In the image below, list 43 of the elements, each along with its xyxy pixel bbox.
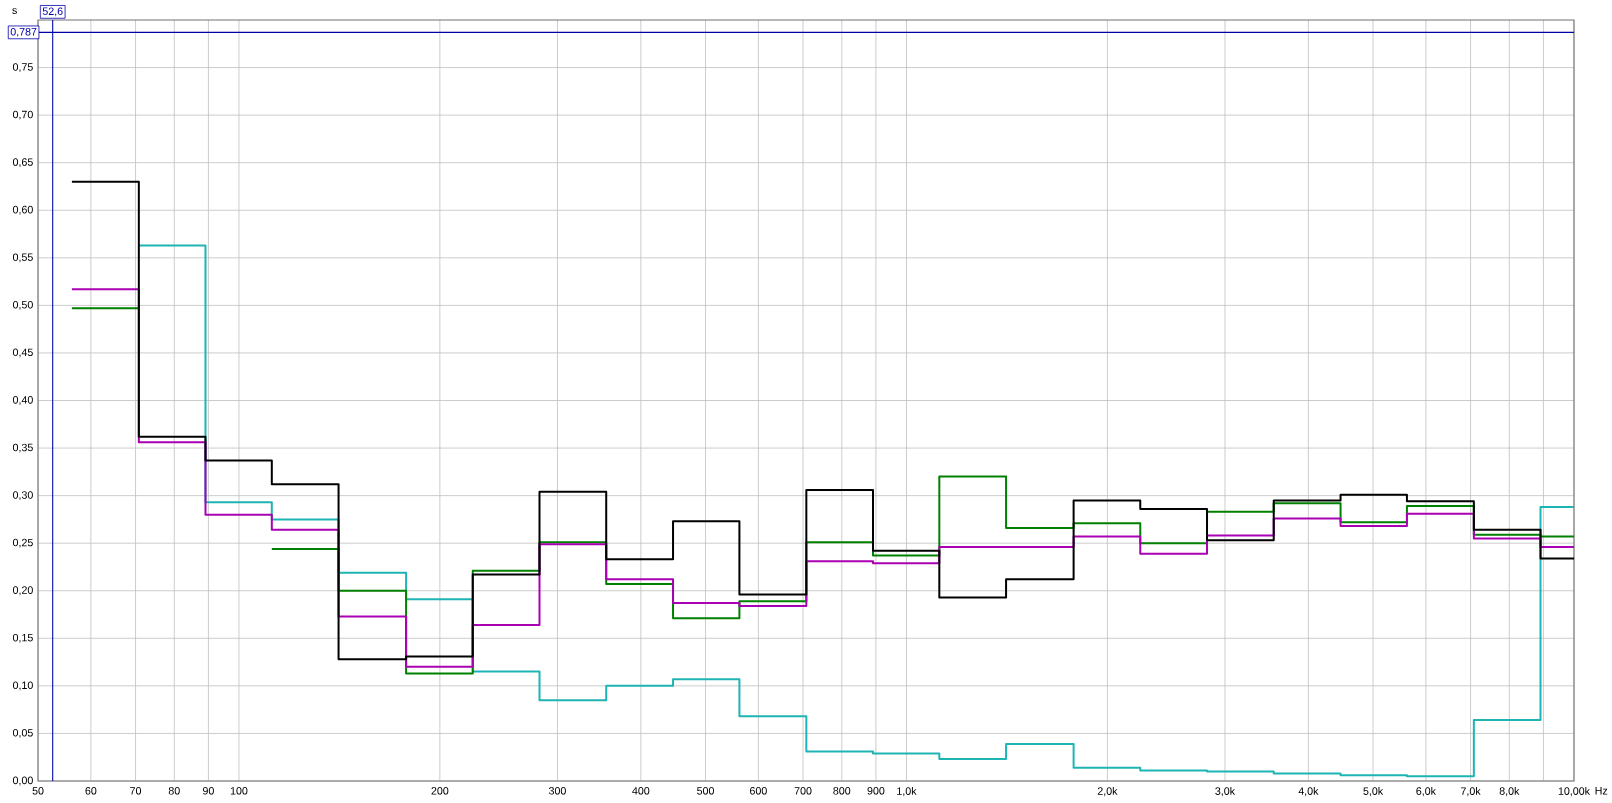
x-tick-label: 400 [632, 787, 650, 795]
y-tick-label: 0,75 [12, 63, 33, 72]
y-tick-label: 0,70 [12, 110, 33, 120]
y-axis-title: s [12, 8, 17, 14]
y-tick-label: 0,60 [12, 205, 33, 215]
y-tick-label: 0,00 [12, 776, 33, 786]
x-tick-label: 300 [548, 787, 566, 795]
x-tick-label: 60 [85, 787, 97, 795]
y-tick-label: 0,40 [12, 396, 33, 405]
x-tick-label: 4,0k [1298, 787, 1319, 797]
y-tick-label: 0,15 [12, 633, 33, 643]
x-tick-label: 800 [833, 787, 851, 795]
x-axis-title: Hz [1595, 787, 1608, 795]
y-tick-label: 0,25 [12, 538, 33, 548]
x-tick-label: 600 [750, 787, 767, 795]
x-tick-label: 3,0k [1215, 787, 1236, 797]
x-tick-label: 50 [32, 787, 44, 795]
y-tick-label: 0,35 [12, 443, 33, 453]
x-tick-label: 200 [431, 787, 449, 795]
y-tick-label: 0,50 [12, 300, 33, 310]
y-tick-label: 0,20 [12, 586, 33, 596]
y-tick-label: 0,05 [12, 729, 33, 738]
y-tick-label: 0,45 [12, 348, 33, 358]
x-tick-label: 100 [230, 787, 248, 795]
x-tick-label: 8,0k [1499, 787, 1520, 797]
x-tick-label: 2,0k [1097, 787, 1118, 797]
x-tick-label: 700 [794, 787, 812, 795]
x-tick-label: 70 [130, 787, 142, 795]
y-tick-label: 0,30 [12, 491, 33, 501]
x-tick-label: 7,0k [1461, 787, 1481, 797]
x-tick-label: 6,0k [1416, 787, 1436, 797]
x-tick-label: 1,0k [897, 787, 917, 797]
y-tick-label: 0,10 [12, 681, 33, 691]
x-tick-label: 900 [867, 787, 885, 795]
ref-line-label: 0,787 [10, 27, 37, 37]
x-tick-label: 10,00k [1558, 787, 1591, 797]
ref-line-label: 52,6 [42, 7, 63, 17]
x-tick-label: 500 [697, 787, 715, 795]
y-tick-label: 0,55 [12, 253, 33, 263]
x-tick-label: 90 [202, 787, 214, 795]
x-tick-label: 5,0k [1363, 787, 1384, 797]
y-tick-label: 0,65 [12, 158, 33, 168]
x-tick-label: 80 [168, 787, 180, 795]
